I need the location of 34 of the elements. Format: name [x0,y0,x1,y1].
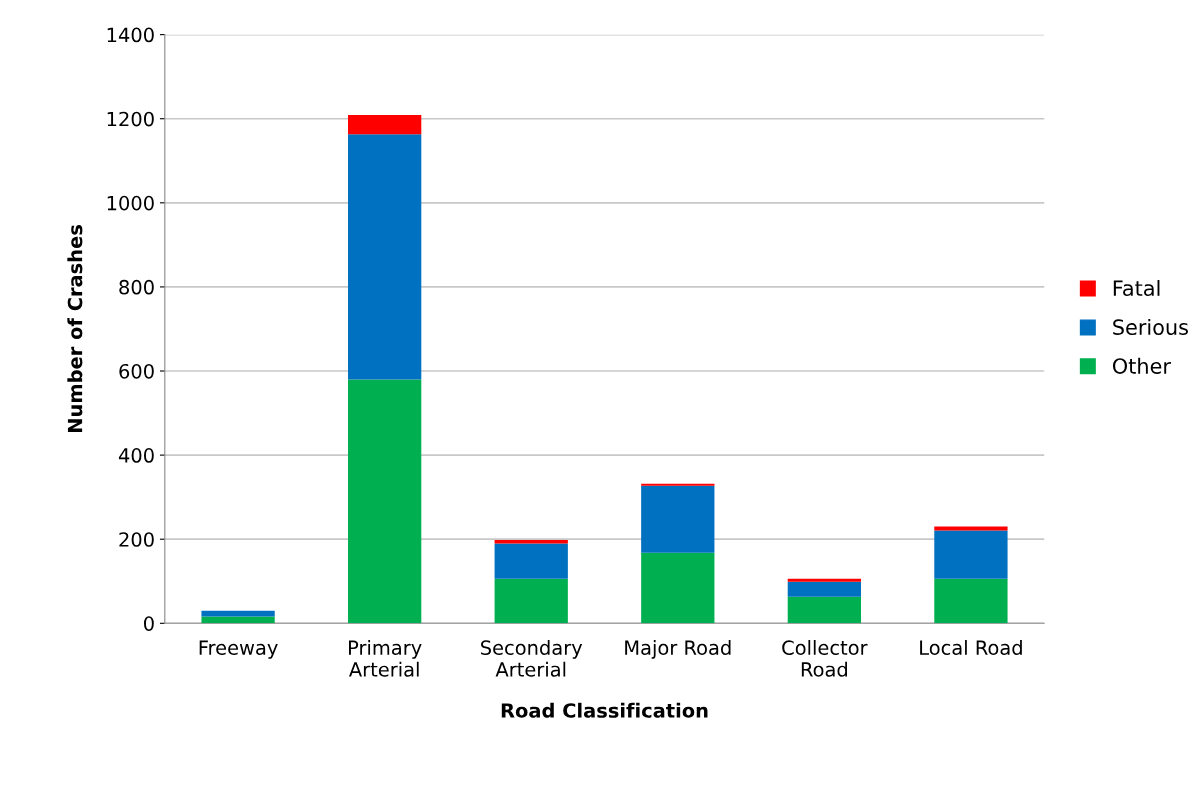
x-tick-label: Local Road [920,639,1022,656]
bar [494,578,568,624]
x-tick-label: Major Road [625,639,731,659]
y-tick-label: 200 [119,532,154,547]
bar [201,610,275,617]
x-tick-label: Secondary Arterial [481,639,583,677]
y-tick-label: 600 [119,363,154,379]
bar [494,543,568,579]
y-axis-title: Number of Crashes [67,225,83,432]
y-tick-label: 0 [144,616,154,631]
bar [934,530,1008,579]
bar [934,578,1008,624]
y-tick-label: 800 [119,279,154,295]
x-tick-label: Collector Road [782,639,868,677]
legend-label: Serious [1113,318,1188,336]
bar [348,134,422,380]
bar [787,581,861,597]
y-tick-label: 1400 [107,27,154,43]
x-tick-label: Freeway [199,640,278,659]
y-tick-label: 1000 [107,195,154,211]
legend-label: Other [1112,357,1171,374]
y-tick-label: 1200 [107,111,154,127]
bar [641,485,715,553]
bar [641,483,715,486]
bar [348,379,422,624]
x-axis-title: Road Classification [501,702,708,718]
legend-label: Fatal [1113,279,1160,297]
bar [787,578,861,582]
bar [201,616,275,624]
y-tick-label: 400 [118,448,154,463]
bar [348,114,422,135]
bar [641,552,715,624]
x-tick-label: Primary Arterial [349,639,422,677]
bar [787,596,861,624]
